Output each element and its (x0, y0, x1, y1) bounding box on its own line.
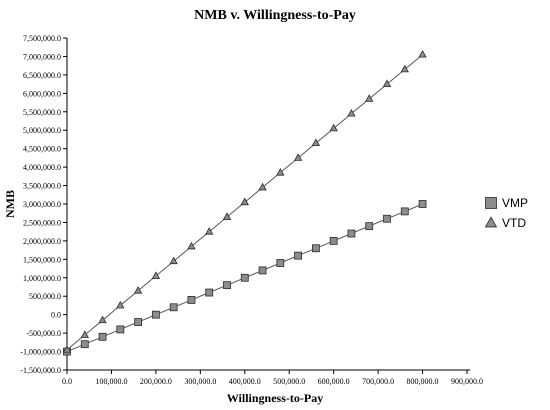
x-ticks: 0.0 100,000.0 200,000.0 300,000.0 400,000.0 5… (62, 370, 483, 386)
chart-title: NMB v. Willingness-to-Pay (194, 8, 356, 23)
vtd-point (365, 94, 374, 102)
y-tick-label: 7,500,000.0 (23, 34, 61, 43)
x-tick-label: 500,000.0 (273, 377, 305, 386)
y-tick-label: 4,500,000.0 (23, 145, 61, 154)
x-tick-label: 200,000.0 (140, 377, 172, 386)
x-tick-label: 400,000.0 (229, 377, 261, 386)
legend-vmp-label: VMP (502, 196, 528, 210)
y-tick-label: 4,000,000.0 (23, 163, 61, 172)
y-tick-label: 500,000.0 (29, 292, 61, 301)
vtd-point (329, 123, 338, 132)
y-tick-label: 3,500,000.0 (23, 182, 61, 191)
vtd-point (418, 49, 427, 58)
legend-vtd-label: VTD (502, 216, 526, 230)
vtd-point (382, 79, 392, 88)
vtd-point (293, 153, 303, 161)
vtd-point (133, 286, 143, 294)
y-ticks: -1,500,000.0 -1,000,000.0 -500,000.0 0.0 500… (20, 34, 67, 375)
vtd-point (400, 64, 409, 73)
y-tick-label: 1,000,000.0 (23, 274, 61, 283)
vmp-point (294, 251, 303, 260)
vtd-point (116, 300, 125, 309)
vmp-point (134, 318, 143, 326)
vmp-point (223, 281, 231, 290)
vmp-point (400, 207, 409, 216)
y-tick-label: 0.0 (51, 311, 61, 320)
y-tick-label: -500,000.0 (26, 329, 61, 338)
vtd-point (347, 109, 356, 117)
x-tick-label: 0.0 (62, 377, 72, 386)
vtd-point (311, 138, 321, 147)
vmp-point (365, 222, 374, 231)
vmp-point (116, 325, 125, 334)
y-tick-label: 1,500,000.0 (23, 255, 61, 264)
vmp-point (240, 273, 249, 282)
x-tick-label: 600,000.0 (318, 377, 350, 386)
legend-vtd-marker (484, 216, 498, 228)
x-tick-label: 100,000.0 (95, 377, 127, 386)
vmp-point (151, 310, 160, 319)
vmp-point (187, 296, 196, 304)
vmp-point (418, 200, 427, 208)
vtd-point (169, 256, 178, 265)
vtd-point (240, 197, 249, 206)
x-tick-label: 900,000.0 (451, 377, 483, 386)
vmp-point (205, 288, 214, 297)
vtd-point (80, 330, 89, 338)
y-tick-label: -1,500,000.0 (20, 366, 61, 375)
y-tick-label: 3,000,000.0 (23, 200, 61, 209)
vmp-point (258, 266, 267, 275)
vtd-point (187, 241, 196, 250)
vtd-point (205, 227, 214, 235)
y-axis-label: NMB (3, 190, 17, 218)
vmp-point (329, 236, 338, 245)
x-tick-label: 300,000.0 (184, 377, 216, 386)
x-tick-label: 800,000.0 (407, 377, 439, 386)
vmp-point (347, 229, 356, 238)
vtd-point (98, 315, 107, 324)
vtd-point (151, 271, 161, 279)
x-tick-label: 700,000.0 (362, 377, 394, 386)
vmp-point (169, 303, 178, 312)
vtd-point (258, 182, 267, 191)
vmp-point (276, 259, 285, 267)
vmp-point (311, 244, 320, 253)
legend: VMP VTD (484, 196, 528, 230)
y-tick-label: 5,000,000.0 (23, 126, 61, 135)
vtd-point (62, 345, 72, 353)
y-tick-label: 7,000,000.0 (23, 52, 61, 61)
vmp-point (98, 332, 107, 341)
plot-series (62, 49, 427, 356)
vmp-point (80, 340, 89, 349)
y-tick-label: -1,000,000.0 (20, 348, 61, 357)
y-tick-label: 6,500,000.0 (23, 71, 61, 80)
y-tick-label: 2,500,000.0 (23, 218, 61, 227)
y-tick-label: 5,500,000.0 (23, 108, 61, 117)
vtd-point (276, 168, 285, 176)
y-tick-label: 2,000,000.0 (23, 237, 61, 246)
y-tick-label: 6,000,000.0 (23, 89, 61, 98)
vmp-point (383, 214, 391, 223)
legend-vmp-marker (485, 197, 497, 209)
vtd-point (222, 212, 232, 220)
x-axis-label: Willingness-to-Pay (227, 391, 323, 405)
